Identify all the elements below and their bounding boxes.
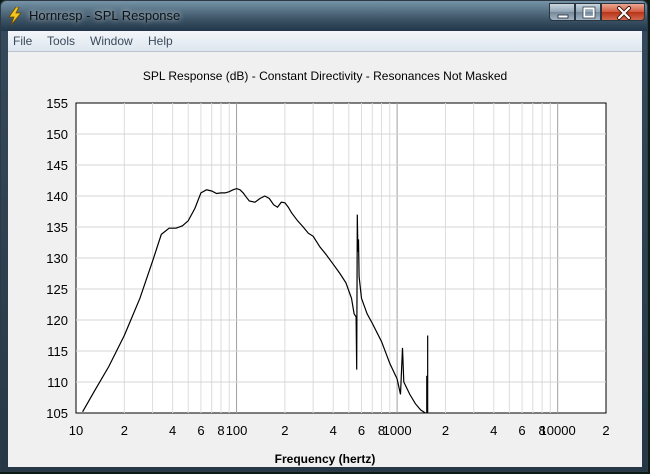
y-tick-label: 125 [46,282,68,297]
x-tick-label: 100 [226,423,248,438]
x-tick-label: 10000 [540,423,576,438]
y-tick-label: 155 [46,96,68,111]
close-button[interactable] [601,3,645,21]
y-tick-label: 130 [46,251,68,266]
x-tick-label: 2 [121,423,128,438]
grid-lines [76,103,606,413]
x-tick-label: 4 [169,423,176,438]
y-tick-label: 120 [46,313,68,328]
y-tick-label: 135 [46,220,68,235]
x-tick-label: 8 [538,423,545,438]
close-icon [617,6,631,20]
chart-title: SPL Response (dB) - Constant Directivity… [142,69,508,83]
x-tick-label: 10 [69,423,83,438]
x-tick-label: 8 [217,423,224,438]
series-group [82,187,429,414]
window-title: Hornresp - SPL Response [29,8,181,23]
x-tick-label: 2 [281,423,288,438]
maximize-icon [582,6,596,19]
y-tick-label: 110 [47,375,68,390]
spl-curve [82,187,426,414]
x-tick-label: 2 [602,423,609,438]
x-tick-label: 8 [378,423,385,438]
minimize-icon [557,14,569,19]
y-tick-label: 115 [47,344,68,359]
y-tick-label: 105 [46,406,68,421]
menu-file[interactable]: File [13,34,33,48]
x-tick-label: 4 [490,423,497,438]
menu-window[interactable]: Window [90,34,133,48]
y-tick-label: 150 [46,127,68,142]
x-tick-label: 2 [442,423,449,438]
x-tick-label: 6 [197,423,204,438]
minimize-button[interactable] [549,3,575,21]
menu-bar: File Tools Window Help [8,31,642,52]
maximize-button[interactable] [575,3,601,21]
x-tick-label: 6 [358,423,365,438]
menu-tools[interactable]: Tools [47,34,76,48]
x-tick-label: 6 [518,423,525,438]
menu-help[interactable]: Help [148,34,173,48]
hornresp-app-icon [8,7,22,25]
chart-panel: SPL Response (dB) - Constant Directivity… [8,52,642,467]
x-tick-label: 1000 [383,423,412,438]
y-tick-label: 145 [46,158,68,173]
y-tick-labels: 105 110 115 120 125 130 135 140 145 150 155 [46,96,68,421]
x-axis-label: Frequency (hertz) [274,452,376,466]
x-tick-label: 4 [330,423,337,438]
y-tick-label: 140 [46,189,68,204]
title-bar[interactable]: Hornresp - SPL Response [1,1,647,31]
